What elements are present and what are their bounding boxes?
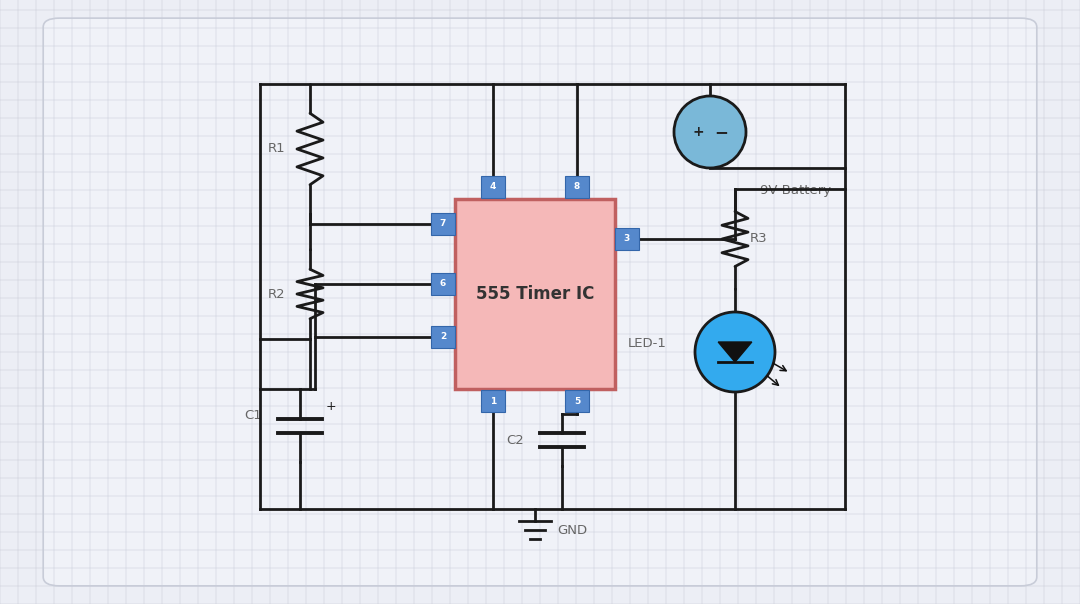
Text: R3: R3 bbox=[750, 233, 768, 245]
Text: GND: GND bbox=[557, 524, 588, 538]
Text: 3: 3 bbox=[624, 234, 630, 243]
FancyBboxPatch shape bbox=[481, 176, 505, 198]
FancyBboxPatch shape bbox=[481, 390, 505, 412]
Text: 2: 2 bbox=[440, 332, 446, 341]
FancyBboxPatch shape bbox=[565, 390, 589, 412]
Text: 5: 5 bbox=[573, 396, 580, 405]
Text: −: − bbox=[715, 123, 728, 141]
FancyBboxPatch shape bbox=[455, 199, 615, 389]
FancyBboxPatch shape bbox=[431, 213, 455, 235]
FancyBboxPatch shape bbox=[565, 176, 589, 198]
Text: 8: 8 bbox=[573, 182, 580, 191]
Text: 6: 6 bbox=[440, 280, 446, 289]
FancyBboxPatch shape bbox=[431, 273, 455, 295]
Text: 555 Timer IC: 555 Timer IC bbox=[476, 285, 594, 303]
Polygon shape bbox=[718, 342, 752, 362]
Text: R1: R1 bbox=[268, 143, 285, 155]
Text: LED-1: LED-1 bbox=[629, 338, 667, 350]
Text: 7: 7 bbox=[440, 219, 446, 228]
FancyBboxPatch shape bbox=[615, 228, 639, 250]
Text: R2: R2 bbox=[268, 288, 285, 301]
Text: C2: C2 bbox=[507, 434, 524, 446]
Text: 9V Battery: 9V Battery bbox=[760, 184, 832, 197]
Text: +: + bbox=[692, 125, 704, 139]
FancyBboxPatch shape bbox=[431, 326, 455, 348]
Text: +: + bbox=[326, 399, 337, 413]
Text: C1: C1 bbox=[244, 409, 262, 422]
Circle shape bbox=[696, 312, 775, 392]
Circle shape bbox=[674, 96, 746, 168]
Text: 4: 4 bbox=[490, 182, 496, 191]
Text: 1: 1 bbox=[490, 396, 496, 405]
